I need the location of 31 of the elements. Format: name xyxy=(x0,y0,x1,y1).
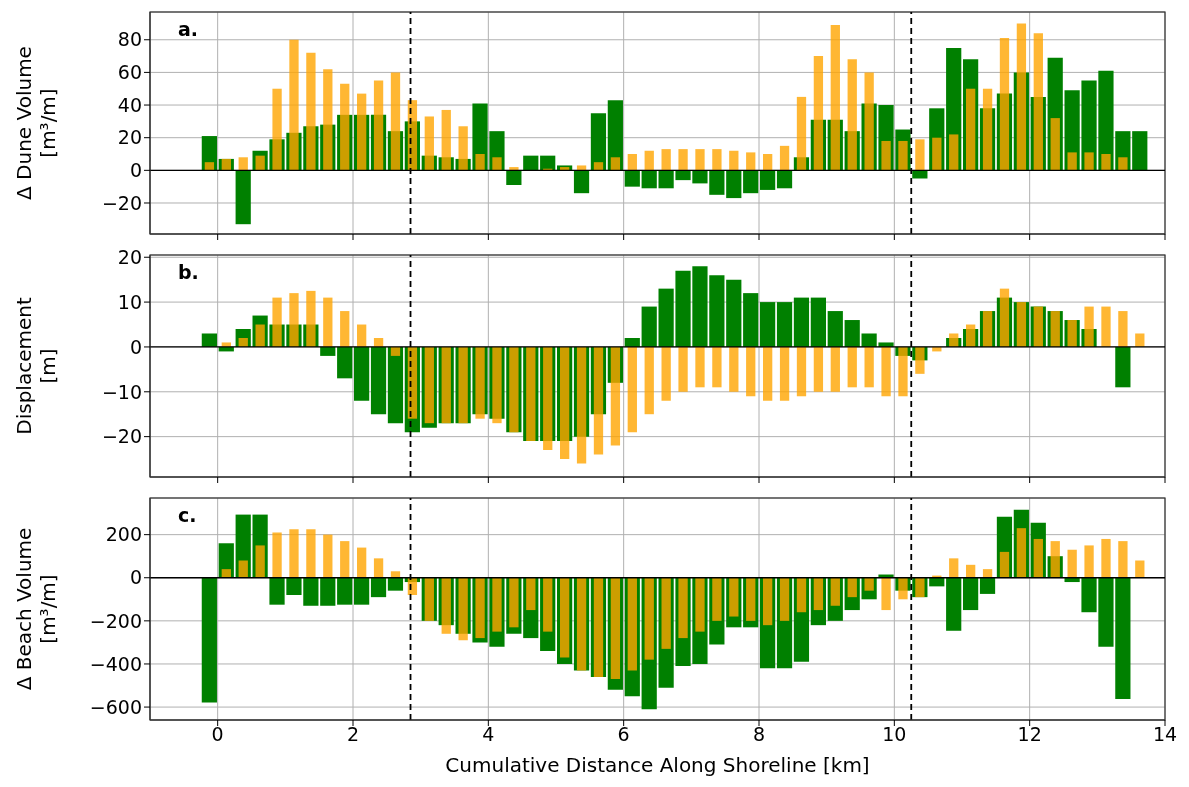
y-tick-label: −20 xyxy=(101,425,142,448)
y-tick-label: −200 xyxy=(89,609,142,632)
x-tick-label: 6 xyxy=(617,723,630,746)
x-tick-label: 0 xyxy=(211,723,224,746)
y-tick-label: 10 xyxy=(117,290,142,313)
y-axis-title: Δ Dune Volume [m³/m] xyxy=(12,46,60,200)
x-axis-title: Cumulative Distance Along Shoreline [km] xyxy=(445,753,870,777)
y-tick-label: −400 xyxy=(89,652,142,675)
y-tick-label: 40 xyxy=(117,93,142,116)
y-tick-label: 0 xyxy=(129,566,142,589)
y-tick-label: 20 xyxy=(117,245,142,268)
y-tick-label: 20 xyxy=(117,126,142,149)
x-tick-label: 4 xyxy=(482,723,495,746)
y-tick-label: −600 xyxy=(89,695,142,718)
y-tick-label: 80 xyxy=(117,28,142,51)
x-tick-label: 10 xyxy=(882,723,907,746)
x-tick-label: 12 xyxy=(1017,723,1042,746)
y-tick-label: 200 xyxy=(105,523,142,546)
annotation: b. xyxy=(178,261,199,283)
x-tick-label: 2 xyxy=(346,723,360,746)
y-axis-title: Δ Beach Volume [m³/m] xyxy=(12,527,60,691)
y-axis-title: Displacement [m] xyxy=(12,297,60,435)
annotation: a. xyxy=(178,18,199,40)
x-tick-label: 8 xyxy=(752,723,766,746)
x-tick-label: 14 xyxy=(1152,723,1178,746)
y-tick-label: −20 xyxy=(101,191,142,214)
y-tick-label: −10 xyxy=(101,380,142,403)
y-tick-label: 0 xyxy=(129,335,142,358)
annotation: c. xyxy=(178,504,197,526)
y-tick-label: 0 xyxy=(129,159,142,182)
y-tick-label: 60 xyxy=(117,61,142,84)
